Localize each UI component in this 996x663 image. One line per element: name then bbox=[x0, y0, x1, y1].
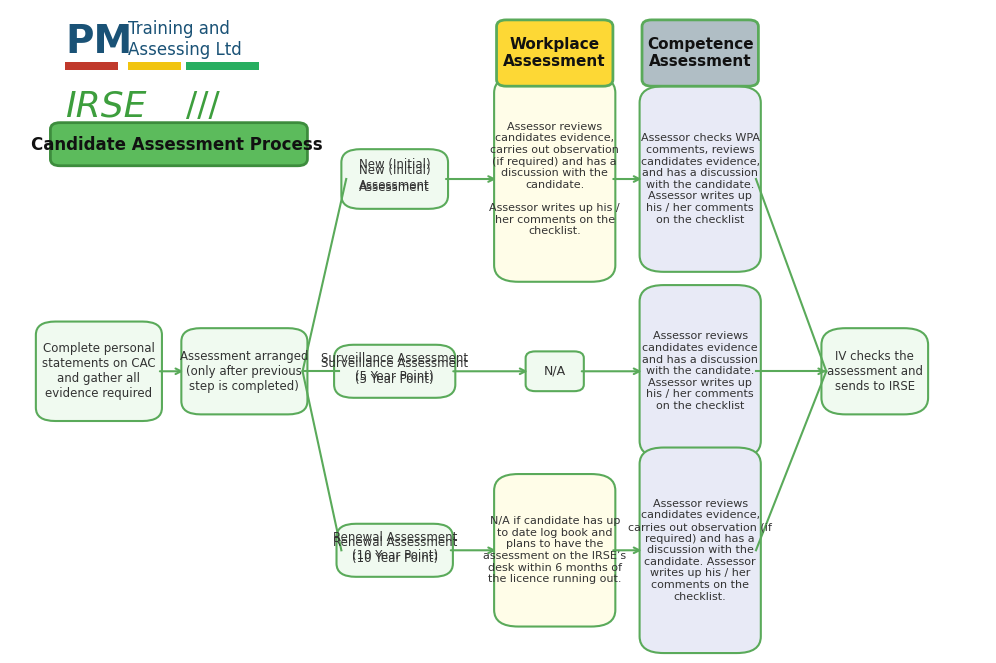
FancyBboxPatch shape bbox=[639, 285, 761, 457]
Text: Assessment: Assessment bbox=[360, 182, 430, 194]
Text: IRSE: IRSE bbox=[65, 89, 146, 123]
Text: Assessment: Assessment bbox=[360, 179, 430, 192]
Bar bbox=[186, 62, 259, 70]
FancyBboxPatch shape bbox=[334, 345, 455, 398]
Text: N/A if candidate has up
to date log book and
plans to have the
assessment on the: N/A if candidate has up to date log book… bbox=[483, 516, 626, 584]
Text: Assessor reviews
candidates evidence,
carries out observation
(if required) and : Assessor reviews candidates evidence, ca… bbox=[489, 122, 621, 236]
FancyBboxPatch shape bbox=[642, 20, 758, 86]
FancyBboxPatch shape bbox=[181, 328, 308, 414]
Text: Training and
Assessing Ltd: Training and Assessing Ltd bbox=[128, 20, 242, 59]
Bar bbox=[128, 62, 181, 70]
Bar bbox=[65, 62, 119, 70]
FancyBboxPatch shape bbox=[337, 524, 453, 577]
Text: Assessor reviews
candidates evidence,
carries out observation (if
required) and : Assessor reviews candidates evidence, ca… bbox=[628, 499, 772, 602]
Text: Assessor reviews
candidates evidence
and has a discussion
with the candidate.
As: Assessor reviews candidates evidence and… bbox=[642, 332, 758, 411]
Text: Renewal Assessment: Renewal Assessment bbox=[333, 536, 457, 549]
Text: New (Initial): New (Initial) bbox=[359, 158, 430, 170]
FancyBboxPatch shape bbox=[494, 474, 616, 627]
FancyBboxPatch shape bbox=[494, 76, 616, 282]
Text: Surveillance Assessment: Surveillance Assessment bbox=[321, 352, 468, 365]
Text: Workplace
Assessment: Workplace Assessment bbox=[503, 37, 606, 69]
FancyBboxPatch shape bbox=[51, 123, 308, 166]
FancyBboxPatch shape bbox=[36, 322, 162, 421]
FancyBboxPatch shape bbox=[342, 149, 448, 209]
Text: Candidate Assessment Process: Candidate Assessment Process bbox=[31, 135, 323, 154]
FancyBboxPatch shape bbox=[639, 448, 761, 653]
Text: Surveillance Assessment: Surveillance Assessment bbox=[321, 357, 468, 370]
Text: Competence
Assessment: Competence Assessment bbox=[646, 37, 754, 69]
Text: IV checks the
assessment and
sends to IRSE: IV checks the assessment and sends to IR… bbox=[827, 350, 922, 392]
Text: (5 Year Point): (5 Year Point) bbox=[356, 371, 434, 383]
Text: Renewal Assessment: Renewal Assessment bbox=[333, 531, 457, 544]
Text: (5 Year Point): (5 Year Point) bbox=[356, 373, 434, 385]
Text: Assessor checks WPA
comments, reviews
candidates evidence,
and has a discussion
: Assessor checks WPA comments, reviews ca… bbox=[640, 133, 760, 225]
FancyBboxPatch shape bbox=[639, 86, 761, 272]
Text: New (Initial): New (Initial) bbox=[359, 164, 430, 176]
FancyBboxPatch shape bbox=[526, 351, 584, 391]
Text: ///: /// bbox=[186, 90, 220, 123]
Text: PM: PM bbox=[65, 23, 132, 61]
Text: (10 Year Point): (10 Year Point) bbox=[352, 552, 438, 564]
Text: N/A: N/A bbox=[544, 365, 566, 378]
Text: (10 Year Point): (10 Year Point) bbox=[352, 550, 438, 562]
FancyBboxPatch shape bbox=[497, 20, 613, 86]
FancyBboxPatch shape bbox=[822, 328, 928, 414]
Text: Assessment arranged
(only after previous
step is completed): Assessment arranged (only after previous… bbox=[180, 350, 309, 392]
Text: Complete personal
statements on CAC
and gather all
evidence required: Complete personal statements on CAC and … bbox=[42, 342, 155, 400]
